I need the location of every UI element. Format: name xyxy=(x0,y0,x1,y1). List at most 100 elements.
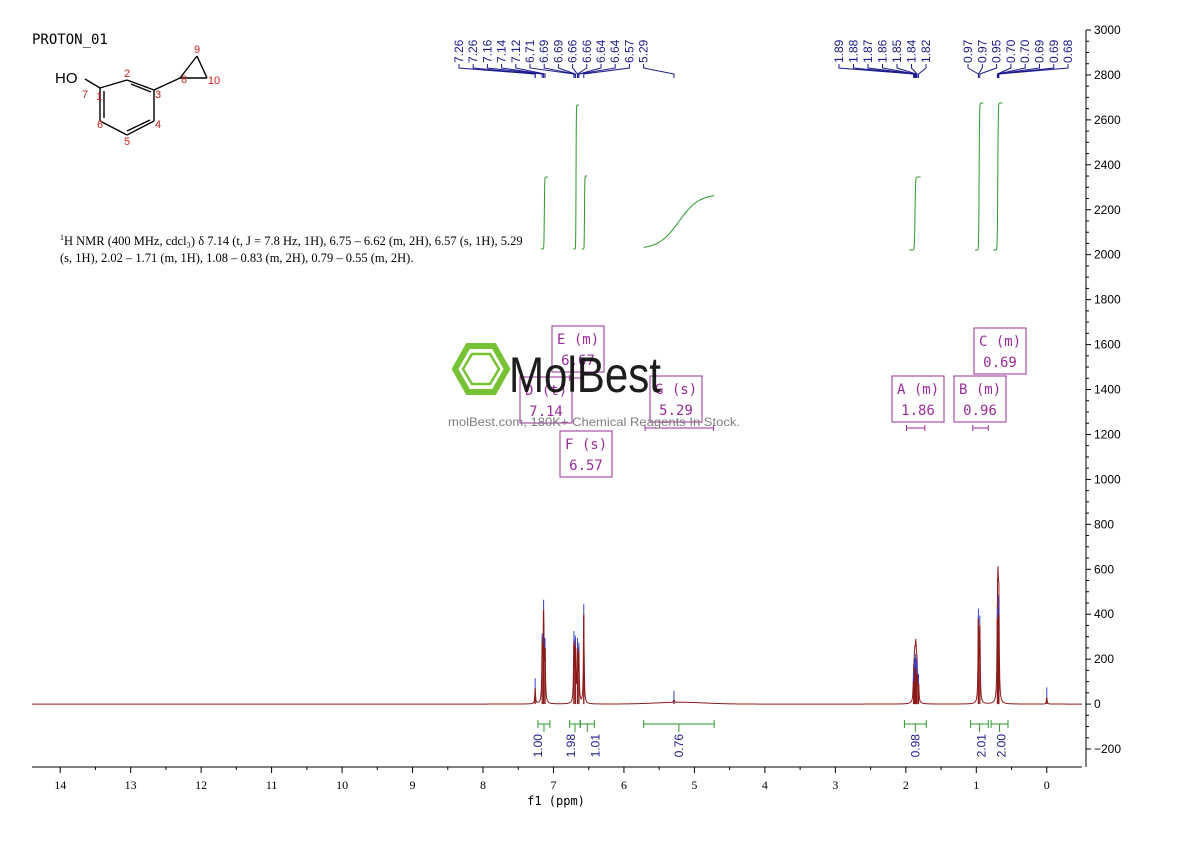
peak-label: 7.26 xyxy=(452,39,466,63)
peak-leader-line xyxy=(997,64,1055,78)
peak-label: 6.66 xyxy=(580,39,594,63)
y-tick-label: 1200 xyxy=(1094,427,1121,441)
atom-number: 9 xyxy=(194,44,200,56)
integral-curve xyxy=(581,175,588,250)
x-tick-label: 3 xyxy=(832,778,838,792)
multiplet-shift: 7.14 xyxy=(529,404,563,420)
molecule-structure: HO 1 2 3 4 5 6 7 8 9 10 xyxy=(55,44,220,148)
atom-number: 7 xyxy=(82,89,88,101)
multiplet-label: E (m) xyxy=(557,332,599,348)
y-tick-label: 1000 xyxy=(1094,472,1121,486)
watermark-tagline: molBest.com, 180K+ Chemical Reagents In … xyxy=(448,415,740,429)
peak-label: 7.14 xyxy=(495,39,509,63)
peak-leader-line xyxy=(515,64,546,78)
integral-value: 2.01 xyxy=(974,734,988,758)
peak-leader-line xyxy=(501,64,545,78)
peak-labels: 7.26 7.26 7.16 7.14 7.12 6.71 6.69 6.69 6.66 6.66… xyxy=(452,39,1075,78)
spectrum-title: PROTON_01 xyxy=(32,32,108,48)
integral-curve xyxy=(573,104,579,250)
multiplet-label: G (s) xyxy=(655,382,697,398)
integral-regions: 1.00 1.98 1.01 0.76 0.98 2.01 2.00 xyxy=(531,720,1009,757)
integral-value: 0.98 xyxy=(908,734,922,758)
x-tick-label: 8 xyxy=(480,778,486,792)
peak-leader-line xyxy=(486,64,543,78)
multiplet-shift: 1.86 xyxy=(901,403,935,419)
atom-number: 10 xyxy=(208,75,220,87)
peak-leader-line xyxy=(867,64,916,78)
integral-value: 0.76 xyxy=(672,734,686,758)
multiplet-shift: 6.57 xyxy=(569,458,603,474)
integral-curve xyxy=(643,195,715,248)
peak-label: 6.64 xyxy=(594,39,608,63)
peak-leader-line xyxy=(583,64,630,78)
x-tick-label: 11 xyxy=(266,778,278,792)
peak-leader-line xyxy=(998,64,1069,78)
y-tick-label: 800 xyxy=(1094,517,1114,531)
peak-leader-line xyxy=(918,64,927,78)
multiplet-label: F (s) xyxy=(565,437,607,453)
multiplet-label: B (m) xyxy=(959,382,1001,398)
multiplet-shift: 6.67 xyxy=(561,353,595,369)
atom-number: 3 xyxy=(155,89,161,101)
y-tick-label: −200 xyxy=(1094,742,1121,756)
peak-label: 0.68 xyxy=(1061,39,1075,63)
peak-label: 6.64 xyxy=(608,39,622,63)
atom-number: 4 xyxy=(155,119,161,131)
y-tick-label: 400 xyxy=(1094,607,1114,621)
integral-value: 2.00 xyxy=(995,734,1009,758)
peak-leader-line xyxy=(472,64,536,78)
multiplet-box xyxy=(551,325,605,373)
peak-label: 0.69 xyxy=(1033,39,1047,63)
nmr-description-line-2: (s, 1H), 2.02 – 1.71 (m, 1H), 1.08 – 0.8… xyxy=(60,251,414,266)
peak-label: 5.29 xyxy=(637,39,651,63)
peak-label: 1.88 xyxy=(847,39,861,63)
hydroxyl-label: HO xyxy=(55,70,78,87)
nmr-description: 1H NMR (400 MHz, cdcl₃) δ 7.14 (t, J = 7… xyxy=(60,229,600,267)
peak-ticks xyxy=(534,595,1048,701)
y-tick-label: 2600 xyxy=(1094,113,1121,127)
y-tick-label: 2200 xyxy=(1094,203,1121,217)
watermark-hexagon-icon xyxy=(451,343,511,395)
multiplet-boxes: A (m) 1.86 B (m) 0.96 C (m) 0.69 D (t) 7.14 E (m… xyxy=(519,325,1027,478)
peak-leader-line xyxy=(896,64,917,78)
multiplet-label: A (m) xyxy=(897,382,939,398)
peak-label: 1.87 xyxy=(861,39,875,63)
y-tick-label: 0 xyxy=(1094,697,1101,711)
integral-curve xyxy=(993,102,1003,251)
isotope-superscript: 1 xyxy=(60,233,64,242)
integral-curve xyxy=(909,176,921,251)
multiplet-box xyxy=(519,376,573,424)
multiplet-box xyxy=(649,375,703,423)
peak-label: 6.57 xyxy=(622,39,636,63)
x-tick-label: 10 xyxy=(336,778,348,792)
y-tick-label: 600 xyxy=(1094,562,1114,576)
x-tick-label: 4 xyxy=(762,778,768,792)
peak-leader-line xyxy=(853,64,915,78)
peak-leader-line xyxy=(911,64,918,78)
description-text-1: H NMR (400 MHz, cdcl₃) δ 7.14 (t, J = 7.… xyxy=(64,234,523,249)
y-tick-label: 2400 xyxy=(1094,158,1121,172)
chart-axes: 14 13 12 11 10 9 8 7 6 5 4 3 2 1 0−2000200400600800100… xyxy=(32,23,1121,792)
peak-label: 7.26 xyxy=(466,39,480,63)
integral-curve xyxy=(540,176,548,250)
peak-leader-line xyxy=(967,64,979,78)
peak-label: 6.71 xyxy=(523,39,537,63)
x-tick-label: 0 xyxy=(1044,778,1050,792)
peak-label: 0.95 xyxy=(990,39,1004,63)
peak-leader-line xyxy=(838,64,915,78)
atom-number: 6 xyxy=(97,119,103,131)
atom-number: 8 xyxy=(181,74,187,86)
nmr-description-line-1: 1H NMR (400 MHz, cdcl₃) δ 7.14 (t, J = 7… xyxy=(60,229,600,250)
peak-leader-line xyxy=(557,64,576,78)
x-tick-label: 12 xyxy=(195,778,207,792)
peak-label: 1.86 xyxy=(876,39,890,63)
peak-leader-line xyxy=(529,64,575,78)
x-tick-label: 5 xyxy=(691,778,697,792)
y-tick-label: 2000 xyxy=(1094,248,1121,262)
peak-label: 6.69 xyxy=(551,39,565,63)
multiplet-shift: 5.29 xyxy=(659,403,693,419)
atom-number: 1 xyxy=(96,91,102,103)
peak-label: 1.84 xyxy=(905,39,919,63)
multiplet-label: C (m) xyxy=(979,334,1021,350)
peak-leader-line xyxy=(643,64,675,78)
